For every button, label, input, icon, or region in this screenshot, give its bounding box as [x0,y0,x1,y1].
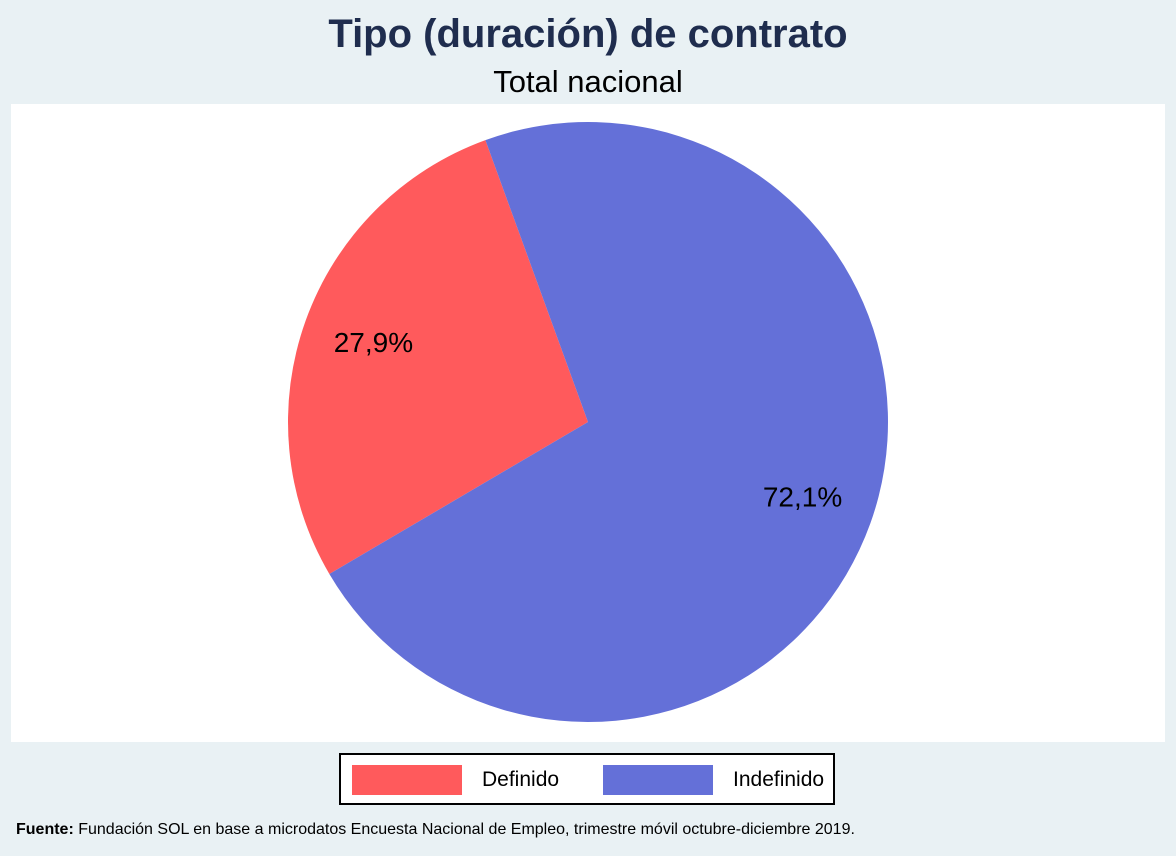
legend: Definido Indefinido [339,753,835,805]
plot-area: 27,9% 72,1% [11,104,1165,742]
legend-swatch-definido [352,765,462,795]
legend-item-definido: Definido [352,765,559,795]
chart-subtitle: Total nacional [493,64,683,99]
legend-label-definido: Definido [482,768,560,791]
legend-label-indefinido: Indefinido [733,768,825,791]
chart-title: Tipo (duración) de contrato [328,12,848,56]
legend-swatch-indefinido [603,765,713,795]
source-note: Fuente: Fundación SOL en base a microdat… [16,821,855,839]
pie-label-indefinido: 72,1% [763,482,842,513]
pie-chart: 27,9% 72,1% [288,121,889,722]
pie-label-definido: 27,9% [334,327,413,358]
source-label: Fuente: [16,821,74,838]
pie-slice-indefinido [329,121,889,722]
pie-slice-definido [288,140,588,574]
legend-item-indefinido: Indefinido [603,765,824,795]
source-text: Fundación SOL en base a microdatos Encue… [73,821,855,838]
